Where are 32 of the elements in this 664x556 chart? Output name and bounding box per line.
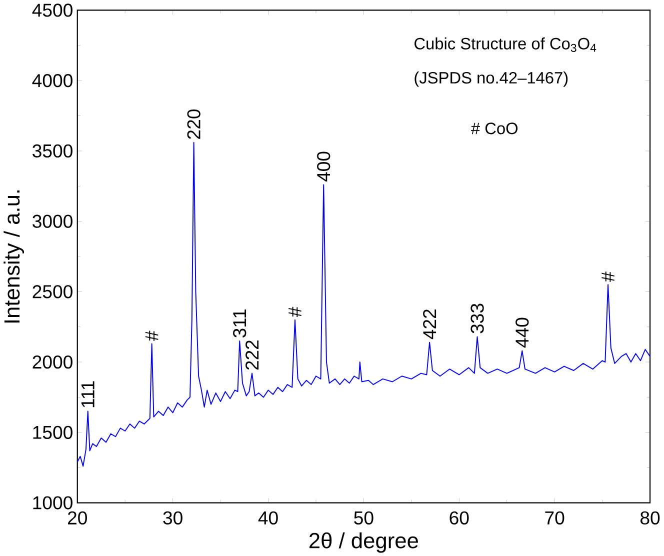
y-tick-label: 2000 xyxy=(32,355,72,368)
y-tick-label: 1500 xyxy=(33,426,72,439)
y-tick-label: 1000 xyxy=(33,496,72,510)
line-series xyxy=(76,142,651,467)
annotation: Cubic Structure of Co$_{3}$O$_{4}$ xyxy=(414,37,596,52)
annotation: # xyxy=(145,330,158,341)
annotation: # CoO xyxy=(471,122,518,134)
x-tick-label: 40 xyxy=(258,511,278,524)
y-axis-title: Intensity / a.u. xyxy=(4,190,24,322)
annotation: 333 xyxy=(470,304,484,334)
annotation: 440 xyxy=(516,318,529,348)
annotation: 400 xyxy=(317,152,330,182)
x-axis-title: 2θ / degree xyxy=(310,532,418,553)
x-tick-label: 60 xyxy=(450,511,469,524)
annotation: # xyxy=(602,271,614,282)
x-tick-label: 50 xyxy=(354,511,374,524)
annotation: 220 xyxy=(187,109,200,139)
y-tick-label: 2500 xyxy=(32,284,72,298)
y-tick-label: 3500 xyxy=(32,144,72,158)
x-tick-label: 70 xyxy=(545,511,564,524)
x-tick-label: 80 xyxy=(640,511,660,524)
x-tick-label: 20 xyxy=(68,511,87,524)
annotation: 111 xyxy=(81,381,94,407)
x-tick-label: 30 xyxy=(163,511,182,524)
y-tick-label: 3000 xyxy=(32,214,72,228)
annotation: (JSPDS no.42–1467) xyxy=(414,71,568,87)
annotation: 422 xyxy=(423,309,436,340)
y-tick-label: 4000 xyxy=(32,74,72,87)
annotation: 311 xyxy=(233,309,246,338)
annotation: # xyxy=(288,306,302,317)
y-tick-label: 4500 xyxy=(32,3,72,17)
annotation: 222 xyxy=(246,340,259,370)
